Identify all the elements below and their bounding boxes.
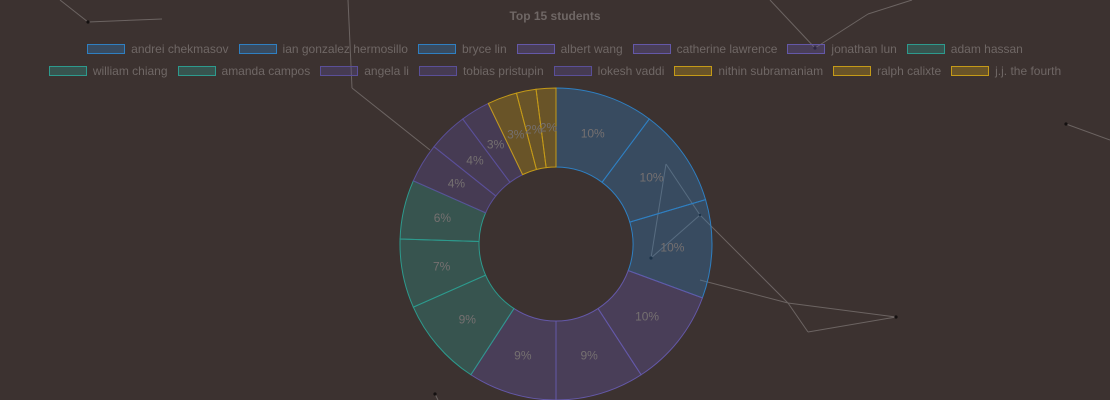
legend-swatch: [177, 66, 216, 76]
slice-percent-label: 2%: [525, 123, 543, 137]
slice-percent-label: 9%: [580, 349, 598, 363]
legend-label: bryce lin: [461, 42, 507, 56]
legend-item-william-chiang[interactable]: william chiang: [48, 64, 168, 78]
legend-swatch: [787, 44, 826, 54]
legend-item-angela-li[interactable]: angela li: [320, 64, 409, 78]
legend-row-2: william chiang amanda campos angela li t…: [0, 64, 1110, 78]
legend-label: j.j. the fourth: [995, 64, 1062, 78]
legend-label: albert wang: [560, 42, 623, 56]
doughnut-slice-catherine-lawrence[interactable]: [555, 307, 642, 400]
legend-label: william chiang: [92, 64, 168, 78]
legend-label: tobias pristupin: [462, 64, 544, 78]
legend-item-amanda-campos[interactable]: amanda campos: [177, 64, 311, 78]
slice-percent-label: 7%: [433, 259, 451, 273]
slice-labels: 10%10%10%10%9%9%9%7%6%4%4%3%3% 2%2%: [433, 121, 685, 363]
legend-item-adam-hassan[interactable]: adam hassan: [906, 42, 1023, 56]
legend-swatch: [238, 44, 277, 54]
legend-label: jonathan lun: [831, 42, 897, 56]
legend-label: catherine lawrence: [676, 42, 778, 56]
legend-label: ian gonzalez hermosillo: [282, 42, 408, 56]
slice-percent-label: 9%: [459, 313, 477, 327]
legend-label: ralph calixte: [877, 64, 942, 78]
legend-item-albert-wang[interactable]: albert wang: [516, 42, 623, 56]
legend-swatch: [48, 66, 87, 76]
legend-item-catherine-lawrence[interactable]: catherine lawrence: [632, 42, 778, 56]
slice-percent-label: 9%: [514, 349, 532, 363]
legend-item-bryce-lin[interactable]: bryce lin: [417, 42, 507, 56]
legend-swatch: [417, 44, 456, 54]
legend-item-jonathan-lun[interactable]: jonathan lun: [787, 42, 897, 56]
legend-swatch: [418, 66, 457, 76]
legend-label: adam hassan: [950, 42, 1023, 56]
legend-item-lokesh-vaddi[interactable]: lokesh vaddi: [553, 64, 665, 78]
slice-percent-label: 10%: [640, 170, 664, 184]
doughnut-slice-j-j-the-fourth[interactable]: [535, 87, 557, 169]
legend-swatch: [906, 44, 945, 54]
legend-item-tobias-pristupin[interactable]: tobias pristupin: [418, 64, 544, 78]
legend-swatch: [87, 44, 126, 54]
slice-percent-label: 4%: [466, 153, 484, 167]
legend-swatch: [320, 66, 359, 76]
chart-title: Top 15 students: [509, 9, 601, 23]
slice-percent-label: 10%: [660, 241, 684, 255]
legend-swatch: [516, 44, 555, 54]
slice-percent-label: 4%: [448, 177, 466, 191]
legend-row-1: andrei chekmasov ian gonzalez hermosillo…: [0, 42, 1110, 56]
legend-label: lokesh vaddi: [597, 64, 665, 78]
slice-percent-label: 3%: [507, 128, 525, 142]
legend-label: nithin subramaniam: [718, 64, 824, 78]
legend-label: andrei chekmasov: [131, 42, 229, 56]
legend-swatch: [553, 66, 592, 76]
legend-label: amanda campos: [221, 64, 311, 78]
legend-item-andrei-chekmasov[interactable]: andrei chekmasov: [87, 42, 229, 56]
doughnut-slices: [399, 87, 713, 400]
legend-swatch: [632, 44, 671, 54]
legend-swatch: [951, 66, 990, 76]
legend-item-ralph-calixte[interactable]: ralph calixte: [833, 64, 941, 78]
slice-percent-label: 2%: [540, 121, 558, 135]
legend-swatch: [833, 66, 872, 76]
legend-item-ian-gonzalez-hermosillo[interactable]: ian gonzalez hermosillo: [238, 42, 408, 56]
slice-percent-label: 10%: [635, 310, 659, 324]
legend-item-nithin-subramaniam[interactable]: nithin subramaniam: [674, 64, 823, 78]
legend-item-jj-the-fourth[interactable]: j.j. the fourth: [951, 64, 1061, 78]
legend-swatch: [674, 66, 713, 76]
slice-percent-label: 6%: [434, 211, 452, 225]
slice-percent-label: 10%: [581, 126, 605, 140]
legend-label: angela li: [364, 64, 409, 78]
slice-percent-label: 3%: [487, 137, 505, 151]
